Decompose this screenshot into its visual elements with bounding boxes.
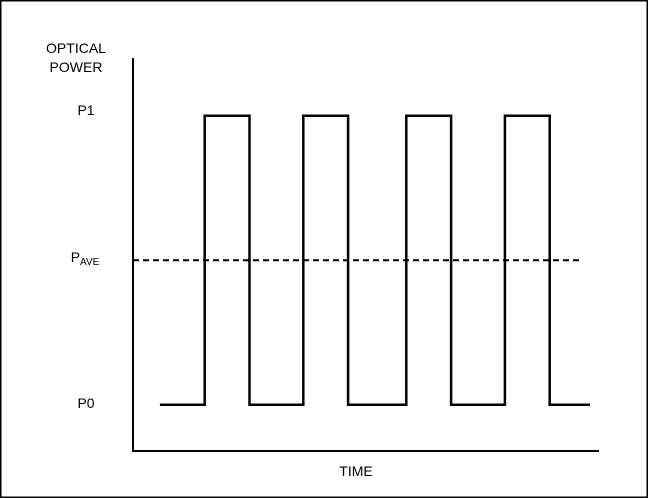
chart-marks	[133, 114, 590, 407]
optical-power-waveform	[159, 114, 590, 407]
level-label-pave-main: P	[71, 249, 80, 265]
level-label-pave: PAVE	[71, 249, 100, 268]
x-axis-label: TIME	[339, 463, 372, 479]
level-label-pave-sub: AVE	[80, 257, 100, 268]
y-axis-label-line-2: POWER	[50, 59, 103, 75]
level-label-p1: P1	[77, 102, 94, 118]
level-label-p0: P0	[77, 395, 94, 411]
y-axis-label-line-1: OPTICAL	[46, 40, 106, 56]
